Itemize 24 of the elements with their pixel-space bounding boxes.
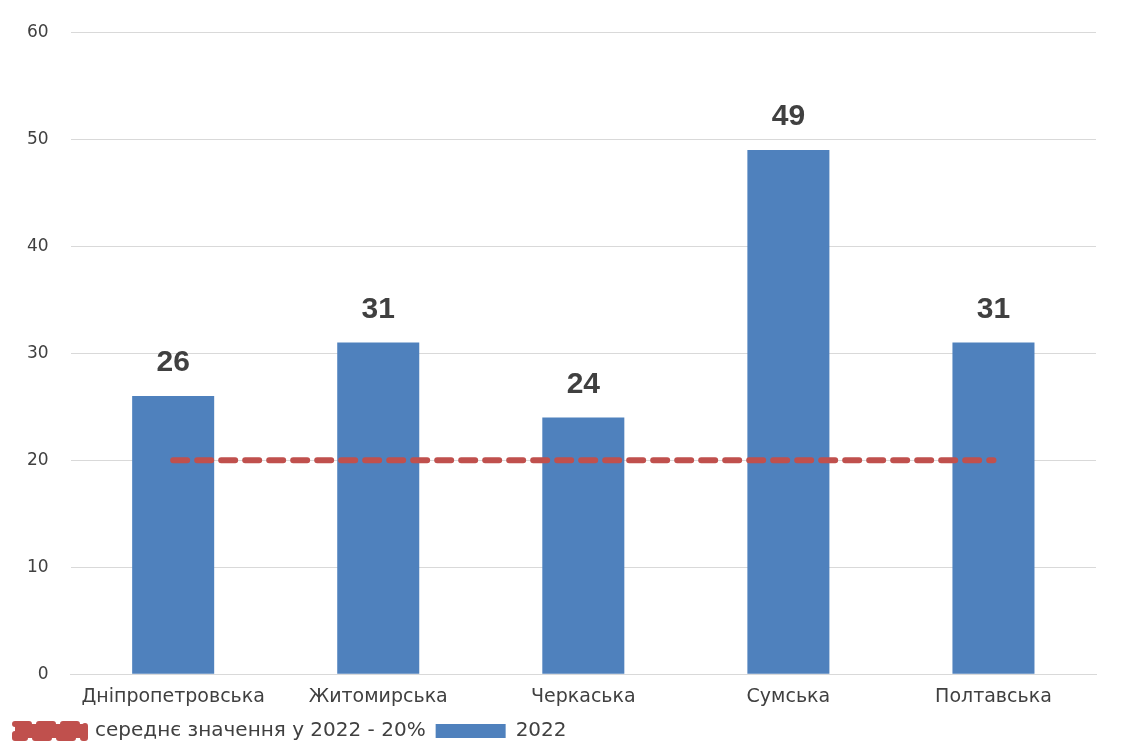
data-label: 26: [156, 344, 190, 378]
bar: [542, 417, 625, 674]
x-tick-label: Сумська: [746, 683, 831, 706]
bar: [337, 342, 420, 674]
data-label: 31: [976, 290, 1011, 324]
y-tick-label: 30: [26, 341, 49, 362]
data-label: 31: [361, 290, 395, 324]
x-tick-label: Житомирська: [308, 683, 448, 706]
data-label: 24: [566, 365, 601, 399]
y-tick-label: 40: [26, 234, 49, 255]
bar: [952, 342, 1035, 674]
y-tick-label: 0: [37, 662, 49, 683]
y-tick-label: 10: [26, 555, 49, 576]
x-tick-label: Дніпропетровська: [81, 683, 265, 706]
y-tick-label: 60: [26, 20, 49, 41]
y-tick-label: 20: [26, 448, 49, 469]
bar: [132, 396, 215, 674]
x-tick-label: Полтавська: [935, 683, 1052, 706]
data-label: 49: [771, 98, 806, 132]
legend-label: середнє значення у 2022 - 20%: [95, 717, 426, 742]
legend-label: 2022: [515, 717, 567, 742]
y-tick-label: 50: [26, 127, 49, 148]
bar: [747, 149, 830, 674]
x-tick-label: Черкаська: [530, 683, 636, 706]
